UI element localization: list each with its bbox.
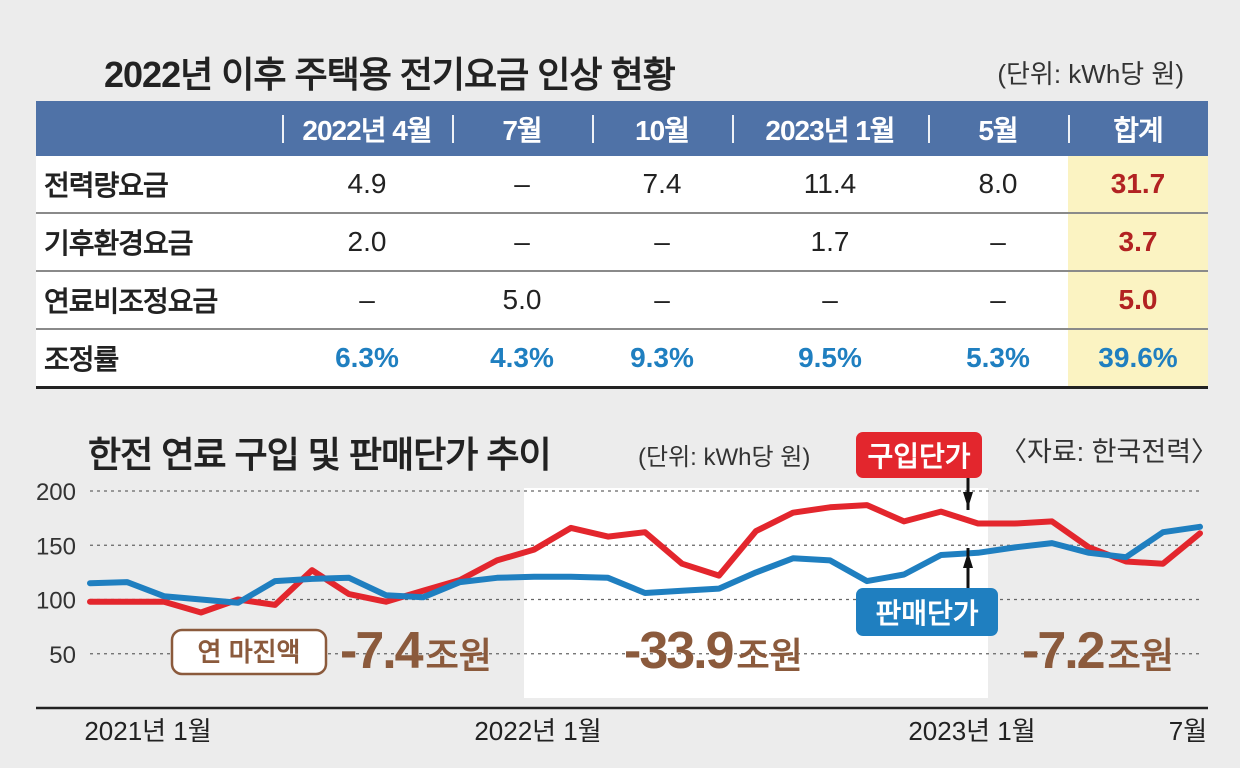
legend-box-sales xyxy=(856,588,998,636)
margin-label: 연 마진액 xyxy=(198,637,301,667)
margin-value-text: -7.2 조원 xyxy=(1022,622,1174,680)
x-tick-label: 7월 xyxy=(1169,716,1207,746)
cell: – xyxy=(592,213,732,272)
cell: – xyxy=(592,271,732,330)
cell: 4.3% xyxy=(452,329,592,389)
x-tick-label: 2023년 1월 xyxy=(908,716,1035,746)
header-col-total: 합계 xyxy=(1068,101,1208,156)
cell: – xyxy=(732,271,928,330)
cell: 1.7 xyxy=(732,213,928,272)
header-col: 2023년 1월 xyxy=(732,101,928,156)
header-col: 7월 xyxy=(452,101,592,156)
header-col: 2022년 4월 xyxy=(282,101,452,156)
cell: 11.4 xyxy=(732,156,928,214)
cell: – xyxy=(282,271,452,330)
legend-label-sales: 판매단가 xyxy=(875,598,978,629)
table-row: 전력량요금 4.9 – 7.4 11.4 8.0 31.7 xyxy=(36,156,1208,214)
margin-value: -7.4 xyxy=(340,622,424,680)
cell: 2.0 xyxy=(282,213,452,272)
y-tick-label: 200 xyxy=(36,479,76,506)
legend-pointer-arrow xyxy=(963,552,973,568)
header-col: 5월 xyxy=(928,101,1068,156)
cell: – xyxy=(452,156,592,214)
y-tick-label: 100 xyxy=(36,588,76,615)
row-label: 기후환경요금 xyxy=(36,213,282,272)
cell: 5.3% xyxy=(928,329,1068,389)
margin-value: -7.2 xyxy=(1022,622,1104,680)
margin-unit: 조원 xyxy=(1108,635,1174,676)
cell: – xyxy=(928,271,1068,330)
table-title: 2022년 이후 주택용 전기요금 인상 현황 xyxy=(104,54,676,95)
table-row: 기후환경요금 2.0 – – 1.7 – 3.7 xyxy=(36,213,1208,272)
y-tick-label: 50 xyxy=(49,642,76,669)
table-row-rate: 조정률 6.3% 4.3% 9.3% 9.5% 5.3% 39.6% xyxy=(36,329,1208,389)
table-row: 연료비조정요금 – 5.0 – – – 5.0 xyxy=(36,271,1208,330)
margin-label-box xyxy=(170,628,328,676)
row-label: 전력량요금 xyxy=(36,156,282,214)
cell: 7.4 xyxy=(592,156,732,214)
cell-total: 3.7 xyxy=(1068,213,1208,272)
header-corner xyxy=(36,101,282,156)
table-unit: (단위: kWh당 원) xyxy=(997,59,1184,89)
series-line-purchase xyxy=(87,502,1203,616)
margin-value-text: -33.9 조원 xyxy=(624,622,803,680)
cell: 8.0 xyxy=(928,156,1068,214)
cell: 9.3% xyxy=(592,329,732,389)
margin-value-text: -7.4 조원 xyxy=(340,622,492,680)
cell-total: 39.6% xyxy=(1068,329,1208,389)
series-line-sales xyxy=(87,523,1203,606)
row-label: 연료비조정요금 xyxy=(36,271,282,330)
legend-box-purchase xyxy=(856,432,982,478)
cell-total: 5.0 xyxy=(1068,271,1208,330)
chart-unit: (단위: kWh당 원) xyxy=(638,444,811,471)
margin-unit: 조원 xyxy=(737,635,803,676)
x-tick-label: 2022년 1월 xyxy=(474,716,601,746)
cell: 9.5% xyxy=(732,329,928,389)
table-header-row: 2022년 4월 7월 10월 2023년 1월 5월 합계 xyxy=(36,101,1208,156)
row-label: 조정률 xyxy=(36,329,282,389)
margin-value: -33.9 xyxy=(624,622,733,680)
cell: – xyxy=(452,213,592,272)
cell: – xyxy=(928,213,1068,272)
legend-label-purchase: 구입단가 xyxy=(867,441,970,472)
cell: 4.9 xyxy=(282,156,452,214)
x-tick-label: 2021년 1월 xyxy=(84,716,211,746)
margin-unit: 조원 xyxy=(426,635,492,676)
rate-table: 2022년 4월 7월 10월 2023년 1월 5월 합계 전력량요금 4.9… xyxy=(36,101,1208,389)
chart-title: 한전 연료 구입 및 판매단가 추이 xyxy=(88,434,552,475)
header-col: 10월 xyxy=(592,101,732,156)
chart-source: 〈자료: 한국전력〉 xyxy=(1000,437,1219,467)
y-tick-label: 150 xyxy=(36,533,76,560)
cell-total: 31.7 xyxy=(1068,156,1208,214)
legend-pointer-arrow xyxy=(963,492,973,508)
cell: 6.3% xyxy=(282,329,452,389)
cell: 5.0 xyxy=(452,271,592,330)
